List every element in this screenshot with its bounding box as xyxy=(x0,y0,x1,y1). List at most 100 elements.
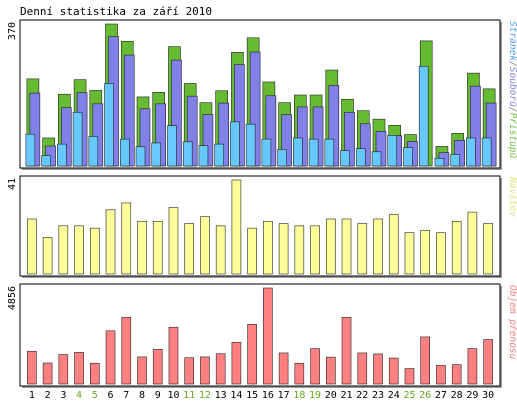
bar-access-strnek-day-10 xyxy=(167,125,177,167)
bar-access-strnek-day-4 xyxy=(72,111,83,167)
legend-visits: Návštěv xyxy=(507,176,517,217)
legend-item: Objem přenosu xyxy=(507,285,517,360)
bar-visits-nvtv-day-1 xyxy=(27,218,37,275)
bar-visits-nvtv-day-29 xyxy=(467,211,478,275)
bar-visits-nvtv-day-3 xyxy=(58,225,69,275)
bar-access-strnek-day-27 xyxy=(434,158,445,167)
x-tick-day-18: 18 xyxy=(293,390,305,401)
bar-access-strnek-day-5 xyxy=(88,136,99,167)
bar-access-strnek-day-12 xyxy=(198,145,209,167)
bar-visits-nvtv-day-21 xyxy=(341,218,352,275)
panel-traffic: 4856 Objem přenosu xyxy=(7,283,517,388)
bar-access-strnek-day-3 xyxy=(57,143,67,167)
bar-access-strnek-day-6 xyxy=(104,83,114,167)
x-tick-day-8: 8 xyxy=(139,390,145,401)
x-axis-day-labels: 1 2 3 4 5 6 7 8 9 10 11 12 13 14 15 16 17 18 19 20 21 22 23 24 2… xyxy=(29,390,494,401)
bar-access-strnek-day-16 xyxy=(261,138,272,167)
bar-visits-nvtv-day-25 xyxy=(404,232,415,275)
legend-item: Přístupů xyxy=(507,113,517,159)
bar-access-strnek-day-30 xyxy=(481,137,492,167)
legend-item: Souborů xyxy=(507,67,517,107)
bar-traffic-objempenosu-day-21 xyxy=(341,317,352,385)
bar-visits-nvtv-day-5 xyxy=(90,227,100,275)
bar-visits-nvtv-day-18 xyxy=(294,225,305,275)
x-tick-day-29: 29 xyxy=(466,390,478,401)
bar-access-strnek-day-21 xyxy=(340,150,350,167)
bar-visits-nvtv-day-28 xyxy=(451,220,462,275)
x-tick-day-20: 20 xyxy=(325,390,337,401)
bar-access-strnek-day-22 xyxy=(355,148,366,167)
bar-visits-nvtv-day-26 xyxy=(420,230,431,275)
x-tick-day-23: 23 xyxy=(372,390,384,401)
bar-traffic-objempenosu-day-11 xyxy=(184,357,194,385)
x-tick-day-28: 28 xyxy=(451,390,463,401)
y-max-label: 4856 xyxy=(7,286,18,310)
bar-visits-nvtv-day-27 xyxy=(436,232,446,275)
bar-traffic-objempenosu-day-25 xyxy=(404,368,415,385)
bar-traffic-objempenosu-day-13 xyxy=(215,353,226,385)
panel-visits: 41 Návštěv xyxy=(7,175,517,278)
bar-traffic-objempenosu-day-5 xyxy=(90,362,100,385)
panel-frame xyxy=(19,283,501,387)
bar-visits-nvtv-day-20 xyxy=(325,218,336,275)
bar-traffic-objempenosu-day-24 xyxy=(388,357,399,385)
bar-access-strnek-day-13 xyxy=(214,143,224,167)
y-max-label: 41 xyxy=(7,178,18,190)
bar-visits-nvtv-day-9 xyxy=(152,220,163,275)
bar-access-strnek-day-14 xyxy=(230,121,240,167)
bar-access-strnek-day-24 xyxy=(387,135,398,167)
bar-visits-nvtv-day-7 xyxy=(121,202,132,275)
bar-visits-nvtv-day-13 xyxy=(215,225,226,275)
x-tick-day-21: 21 xyxy=(341,390,353,401)
x-tick-day-17: 17 xyxy=(278,390,290,401)
chart-title: Denní statistika za září 2010 xyxy=(20,5,212,18)
legend-item: / xyxy=(507,61,517,67)
bar-traffic-objempenosu-day-30 xyxy=(483,339,493,385)
bar-traffic-objempenosu-day-28 xyxy=(451,364,462,385)
bar-traffic-objempenosu-day-29 xyxy=(467,348,478,385)
bar-access-strnek-day-25 xyxy=(403,147,413,167)
bar-access-strnek-day-1 xyxy=(25,133,36,167)
bar-access-strnek-day-2 xyxy=(41,155,51,167)
bar-visits-nvtv-day-10 xyxy=(168,207,179,275)
bar-visits-nvtv-day-15 xyxy=(247,227,257,275)
x-tick-day-12: 12 xyxy=(199,390,211,401)
x-tick-day-14: 14 xyxy=(230,390,242,401)
bar-traffic-objempenosu-day-22 xyxy=(357,352,368,385)
bar-visits-nvtv-day-23 xyxy=(373,218,383,275)
bar-visits-nvtv-day-6 xyxy=(105,209,116,275)
bar-access-strnek-day-11 xyxy=(182,141,193,167)
x-tick-day-24: 24 xyxy=(388,390,400,401)
bar-visits-nvtv-day-19 xyxy=(310,225,320,275)
bar-traffic-objempenosu-day-14 xyxy=(231,341,242,385)
x-tick-day-13: 13 xyxy=(215,390,227,401)
legend-traffic: Objem přenosu xyxy=(507,285,517,360)
bar-access-strnek-day-8 xyxy=(135,146,146,167)
bar-visits-nvtv-day-2 xyxy=(42,237,53,275)
bar-traffic-objempenosu-day-15 xyxy=(247,323,257,385)
x-tick-day-15: 15 xyxy=(246,390,258,401)
bar-visits-nvtv-day-24 xyxy=(388,214,399,275)
bar-access-strnek-day-29 xyxy=(466,137,476,167)
x-tick-day-3: 3 xyxy=(60,390,66,401)
legend-item: Návštěv xyxy=(507,176,517,217)
bar-traffic-objempenosu-day-9 xyxy=(152,349,163,385)
panel-access: 370 Stránek/Souborů/Přístupů xyxy=(7,19,517,170)
panel-frame xyxy=(19,175,501,277)
bar-traffic-objempenosu-day-27 xyxy=(436,365,446,385)
bar-visits-nvtv-day-11 xyxy=(184,223,194,275)
x-tick-day-2: 2 xyxy=(45,390,51,401)
x-tick-day-26: 26 xyxy=(419,390,431,401)
x-tick-day-19: 19 xyxy=(309,390,321,401)
bar-traffic-objempenosu-day-4 xyxy=(74,352,84,385)
bar-visits-nvtv-day-14 xyxy=(231,179,242,275)
bar-visits-nvtv-day-17 xyxy=(278,223,289,275)
bar-access-strnek-day-18 xyxy=(293,137,303,167)
legend-access: Stránek/Souborů/Přístupů xyxy=(507,21,517,159)
x-tick-day-25: 25 xyxy=(403,390,415,401)
x-tick-day-7: 7 xyxy=(123,390,129,401)
bar-access-strnek-day-28 xyxy=(450,154,460,167)
bar-traffic-objempenosu-day-2 xyxy=(42,362,53,385)
